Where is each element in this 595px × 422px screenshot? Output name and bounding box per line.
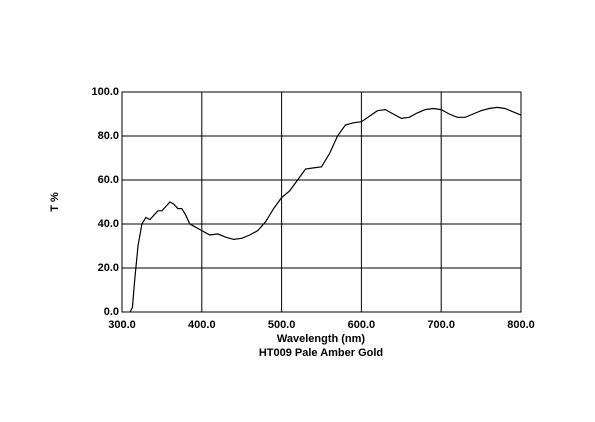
y-tick-label: 0.0	[104, 306, 119, 318]
x-tick-label: 800.0	[507, 319, 535, 331]
y-tick-label: 40.0	[98, 218, 119, 230]
y-axis-label: T %	[49, 192, 61, 212]
y-tick-label: 100.0	[91, 86, 119, 98]
y-tick-label: 80.0	[98, 130, 119, 142]
x-tick-label: 300.0	[108, 319, 136, 331]
x-tick-label: 500.0	[268, 319, 296, 331]
transmission-line	[129, 106, 522, 313]
plot-frame	[121, 91, 522, 313]
y-tick-label: 20.0	[98, 262, 119, 274]
x-axis-label: Wavelength (nm)	[277, 333, 366, 345]
x-tick-label: 600.0	[348, 319, 376, 331]
x-tick-label: 700.0	[427, 319, 455, 331]
x-tick-label: 400.0	[188, 319, 216, 331]
y-tick-label: 60.0	[98, 174, 119, 186]
chart-title: HT009 Pale Amber Gold	[259, 347, 383, 359]
